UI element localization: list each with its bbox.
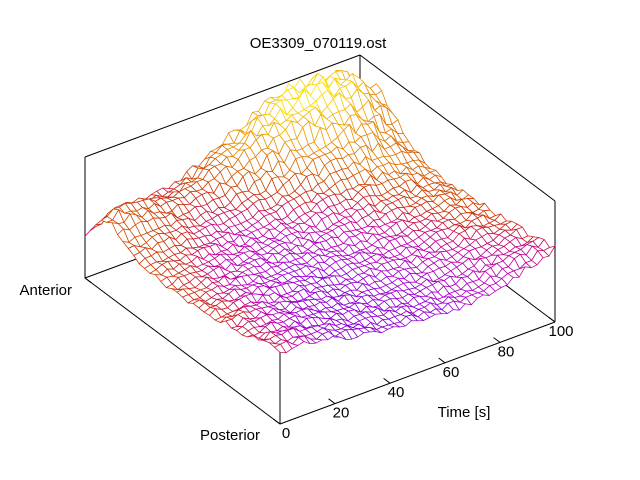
time-tick-label: 20 xyxy=(333,405,350,422)
time-tick-label: 60 xyxy=(443,364,460,381)
time-tick-labels: 0 20 40 60 80 100 xyxy=(282,323,574,442)
chart-title: OE3309_070119.ost xyxy=(250,35,387,52)
time-tick-label: 40 xyxy=(388,384,405,401)
anterior-axis-label: Anterior xyxy=(19,282,72,299)
surface-mesh xyxy=(84,70,556,354)
time-axis-label: Time [s] xyxy=(438,404,491,421)
time-tick-label: 0 xyxy=(282,425,290,442)
plot-box-front-edges xyxy=(84,277,556,425)
posterior-axis-label: Posterior xyxy=(200,427,260,444)
time-tick-label: 80 xyxy=(498,343,515,360)
time-tick-label: 100 xyxy=(548,323,573,340)
